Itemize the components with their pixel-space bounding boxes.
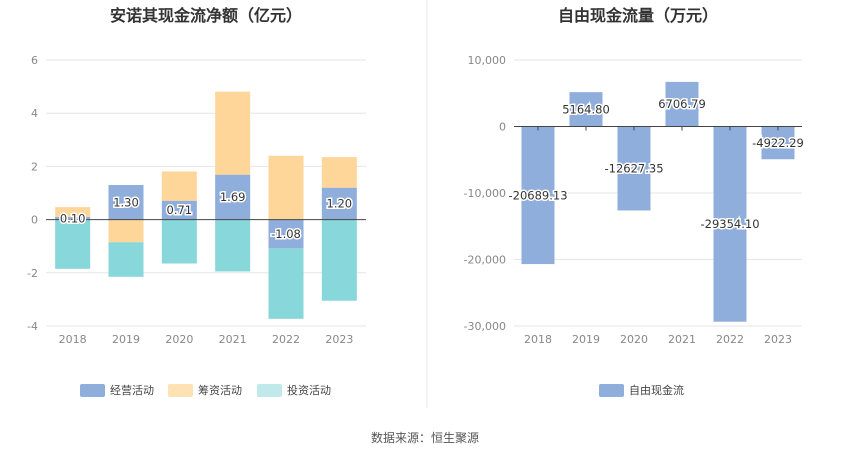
data-label: 6706.79	[658, 97, 706, 111]
data-label: -4922.29	[752, 136, 804, 150]
y-tick-label: 10,000	[468, 54, 507, 67]
legend-label: 经营活动	[110, 383, 154, 397]
x-tick-label: 2021	[219, 333, 247, 346]
bar-经营活动-2021	[215, 174, 251, 220]
legend-swatch	[599, 384, 624, 397]
data-label: -12627.35	[604, 161, 663, 175]
legend-label: 筹资活动	[198, 383, 242, 397]
y-tick-label: 0	[499, 121, 506, 134]
y-tick-label: 6	[31, 54, 38, 67]
bar-经营活动-2020	[161, 200, 197, 220]
y-tick-label: 0	[31, 214, 38, 227]
bar-fcf-2019	[569, 92, 603, 127]
bar-筹资活动-2022	[268, 155, 304, 220]
bar-投资活动-2021	[215, 219, 251, 272]
bar-投资活动-2023	[321, 219, 357, 301]
data-label: 5164.80	[562, 102, 610, 116]
data-label: 1.30	[113, 195, 139, 209]
bar-筹资活动-2023	[321, 157, 357, 188]
y-tick-label: 2	[31, 160, 38, 173]
bar-筹资活动-2018	[55, 207, 91, 217]
y-tick-label: -4	[27, 320, 38, 333]
x-tick-label: 2018	[59, 333, 87, 346]
legend-label: 自由现金流	[629, 383, 684, 397]
data-label: -29354.10	[700, 217, 759, 231]
bar-投资活动-2020	[161, 219, 197, 264]
bar-筹资活动-2019	[108, 219, 144, 243]
x-tick-label: 2018	[524, 333, 552, 346]
data-source-note: 数据来源：恒生聚源	[371, 430, 479, 445]
bar-fcf-2021	[665, 81, 699, 127]
x-tick-label: 2019	[572, 333, 600, 346]
y-tick-label: -20,000	[464, 254, 506, 267]
bar-经营活动-2019	[108, 185, 144, 220]
bar-fcf-2020	[617, 126, 651, 211]
x-tick-label: 2022	[272, 333, 300, 346]
x-tick-label: 2023	[764, 333, 792, 346]
chart-title-left: 安诺其现金流净额（亿元）	[110, 6, 302, 25]
data-label: -20689.13	[508, 188, 567, 202]
bar-fcf-2018	[521, 126, 555, 265]
bar-筹资活动-2020	[161, 171, 197, 201]
x-tick-label: 2019	[112, 333, 140, 346]
bar-fcf-2022	[713, 126, 747, 322]
bar-投资活动-2018	[55, 219, 91, 269]
x-tick-label: 2020	[620, 333, 648, 346]
legend-swatch	[257, 384, 282, 397]
legend-swatch	[80, 384, 105, 397]
y-tick-label: -2	[27, 267, 38, 280]
data-label: 1.69	[220, 190, 246, 204]
data-label: 0.10	[60, 211, 86, 225]
x-tick-label: 2021	[668, 333, 696, 346]
y-tick-label: 4	[31, 107, 38, 120]
data-label: 0.71	[167, 203, 193, 217]
bar-fcf-2023	[761, 126, 795, 160]
legend-label: 投资活动	[287, 383, 331, 397]
x-tick-label: 2020	[165, 333, 193, 346]
x-tick-label: 2023	[325, 333, 353, 346]
x-tick-label: 2022	[716, 333, 744, 346]
y-tick-label: -30,000	[464, 320, 506, 333]
bar-经营活动-2023	[321, 187, 357, 220]
y-tick-label: -10,000	[464, 187, 506, 200]
bar-投资活动-2022	[268, 248, 304, 319]
bar-经营活动-2018	[55, 216, 91, 220]
data-label: -1.08	[271, 227, 301, 241]
legend-swatch	[168, 384, 193, 397]
bar-投资活动-2019	[108, 242, 144, 277]
bar-经营活动-2022	[268, 219, 304, 249]
data-label: 1.20	[327, 197, 353, 211]
chart-title-right: 自由现金流量（万元）	[558, 6, 718, 25]
bar-筹资活动-2021	[215, 91, 251, 175]
